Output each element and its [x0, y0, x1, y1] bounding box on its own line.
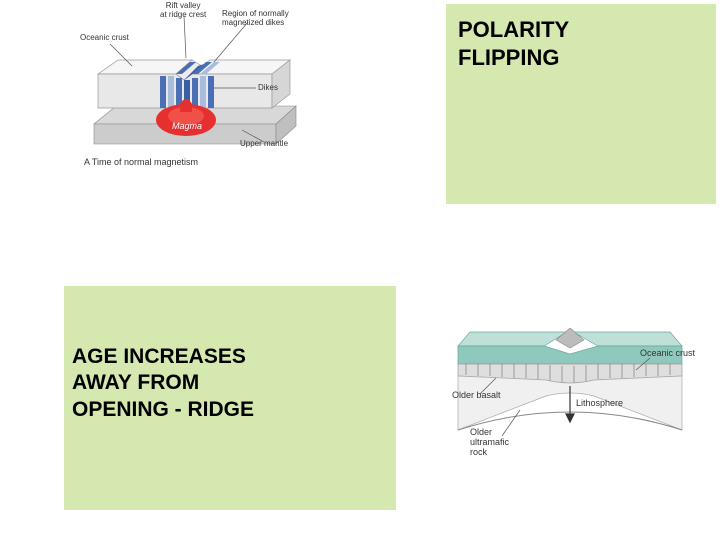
label-caption-a: A Time of normal magnetism: [84, 158, 198, 168]
panel-age-increases: AGE INCREASESAWAY FROMOPENING - RIDGE: [64, 286, 396, 510]
label-rift-valley: Rift valleyat ridge crest: [160, 2, 206, 20]
label-older-ultramafic: Olderultramaficrock: [470, 428, 509, 458]
label-oceanic-crust: Oceanic crust: [80, 34, 129, 43]
label-oceanic-crust-2: Oceanic crust: [640, 348, 695, 358]
figure-lithosphere: Older basalt Oceanic crust Lithosphere O…: [436, 300, 700, 470]
panel-polarity-flipping: POLARITYFLIPPING: [446, 4, 716, 204]
figure-polarity-dikes: Oceanic crust Rift valleyat ridge crest …: [64, 4, 310, 174]
label-region-dikes: Region of normallymagnetized dikes: [222, 10, 289, 28]
title-polarity-flipping: POLARITYFLIPPING: [458, 16, 569, 71]
label-magma: Magma: [172, 122, 202, 132]
title-age-increases: AGE INCREASESAWAY FROMOPENING - RIDGE: [72, 344, 254, 423]
label-older-basalt: Older basalt: [452, 390, 501, 400]
label-upper-mantle: Upper mantle: [240, 140, 288, 149]
label-dikes: Dikes: [258, 84, 278, 93]
label-lithosphere: Lithosphere: [576, 398, 623, 408]
